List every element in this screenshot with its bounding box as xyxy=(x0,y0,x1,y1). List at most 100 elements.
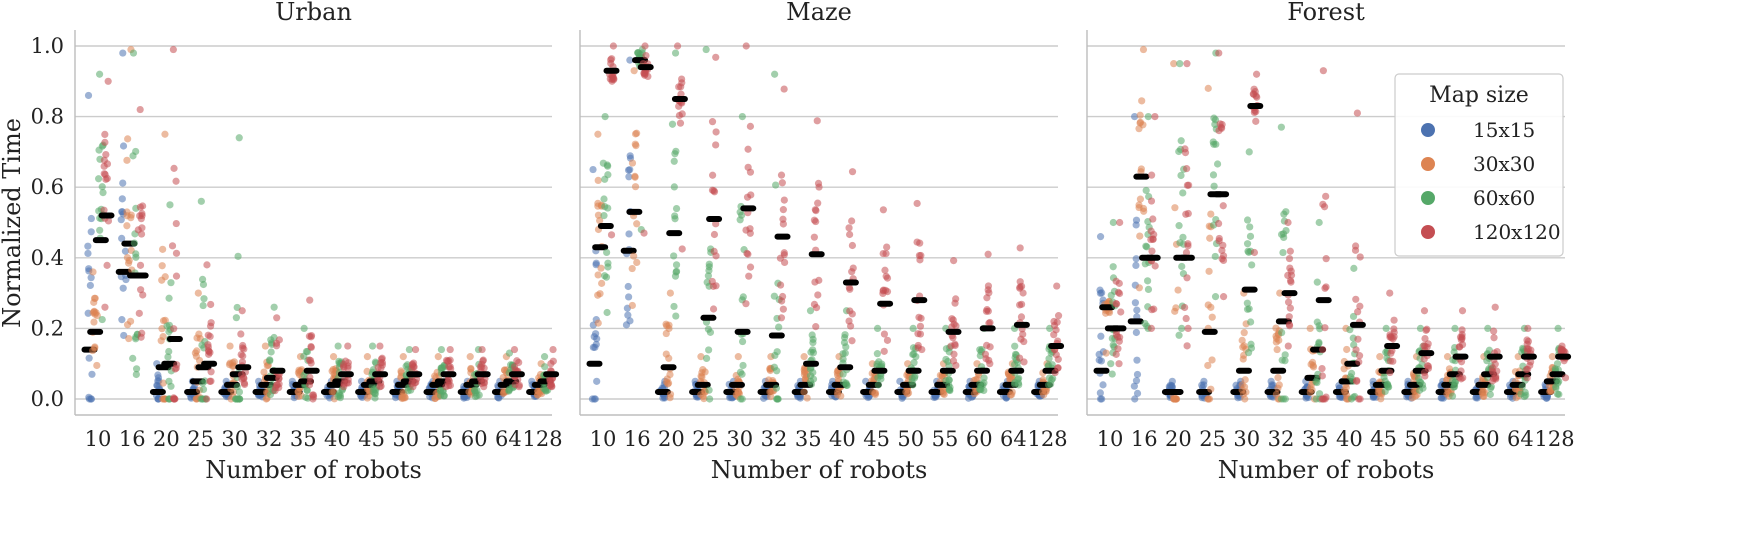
data-point xyxy=(86,281,94,290)
data-point xyxy=(945,385,953,393)
data-point xyxy=(1215,49,1223,57)
data-point xyxy=(368,342,377,350)
data-point xyxy=(833,391,842,399)
data-point xyxy=(1136,232,1144,240)
data-point xyxy=(1281,357,1289,365)
data-point xyxy=(848,168,857,176)
y-axis-label: Normalized Time xyxy=(0,118,26,328)
data-point xyxy=(1148,247,1156,255)
data-point xyxy=(1548,353,1556,361)
data-point xyxy=(666,390,675,398)
data-point xyxy=(437,345,446,354)
data-point xyxy=(705,386,713,394)
data-point xyxy=(1115,279,1123,287)
data-point xyxy=(1353,109,1361,117)
x-tick-label: 45 xyxy=(1370,427,1397,451)
data-point xyxy=(1096,389,1104,397)
data-point xyxy=(1147,227,1155,235)
data-point xyxy=(307,342,315,351)
data-point xyxy=(708,118,717,126)
data-point xyxy=(95,70,104,78)
data-point xyxy=(952,295,960,303)
data-point xyxy=(238,358,247,366)
data-point xyxy=(328,367,336,375)
data-point xyxy=(878,360,886,368)
data-point xyxy=(1523,374,1531,382)
data-point xyxy=(672,204,681,213)
data-point xyxy=(767,393,775,401)
series-120x120 xyxy=(603,42,1065,377)
data-point xyxy=(1017,335,1025,343)
data-point xyxy=(161,316,169,324)
data-point xyxy=(1181,145,1189,153)
data-point xyxy=(1306,389,1314,397)
data-point xyxy=(1322,255,1330,263)
data-point xyxy=(848,337,856,345)
data-point xyxy=(294,392,303,401)
data-point xyxy=(118,195,126,203)
data-point xyxy=(1352,346,1360,354)
data-point xyxy=(1268,381,1276,389)
data-point xyxy=(1115,289,1124,298)
data-point xyxy=(705,260,713,268)
data-point xyxy=(704,325,712,333)
data-point xyxy=(914,341,922,350)
data-point xyxy=(1133,356,1141,364)
data-point xyxy=(879,206,887,214)
data-point xyxy=(1342,384,1350,392)
data-point xyxy=(881,266,889,274)
data-point xyxy=(1276,289,1284,297)
data-point xyxy=(1284,342,1292,350)
data-point xyxy=(871,391,879,399)
data-point xyxy=(1211,293,1220,301)
x-tick-label: 40 xyxy=(324,427,351,451)
data-point xyxy=(1278,328,1286,337)
data-point xyxy=(1182,314,1190,323)
data-point xyxy=(815,276,823,284)
data-point xyxy=(985,356,993,364)
data-point xyxy=(1054,355,1062,363)
data-point xyxy=(1014,379,1023,387)
x-tick-label: 30 xyxy=(1233,427,1260,451)
data-point xyxy=(100,206,108,214)
x-tick-label: 10 xyxy=(85,427,112,451)
data-point xyxy=(765,376,773,384)
data-point xyxy=(1285,322,1294,330)
data-point xyxy=(597,264,605,272)
data-point xyxy=(159,245,167,253)
data-point xyxy=(129,49,138,57)
data-point xyxy=(1438,394,1446,402)
data-point xyxy=(1421,335,1429,343)
data-point xyxy=(1178,262,1186,271)
data-point xyxy=(1250,248,1259,257)
data-point xyxy=(171,395,179,403)
data-point xyxy=(329,353,338,361)
data-point xyxy=(839,378,848,386)
data-point xyxy=(95,175,103,183)
data-point xyxy=(1099,381,1107,389)
data-point xyxy=(1355,358,1363,366)
data-point xyxy=(1281,395,1289,403)
data-point xyxy=(1448,392,1457,400)
data-point xyxy=(596,216,604,225)
data-point xyxy=(976,385,984,393)
data-point xyxy=(670,302,678,311)
data-point xyxy=(780,85,788,93)
data-point xyxy=(1346,373,1355,381)
data-point xyxy=(1097,332,1105,340)
data-point xyxy=(744,163,752,171)
data-point xyxy=(159,333,167,341)
data-point xyxy=(119,284,127,292)
data-point xyxy=(119,142,128,150)
data-point xyxy=(593,377,601,385)
data-point xyxy=(873,324,882,332)
data-point xyxy=(1151,262,1159,270)
data-point xyxy=(1249,90,1257,98)
data-point xyxy=(914,330,922,338)
legend-label: 120x120 xyxy=(1473,220,1561,244)
data-point xyxy=(949,357,958,365)
data-point xyxy=(634,49,642,57)
data-point xyxy=(1243,216,1252,224)
data-point xyxy=(950,257,958,265)
data-point xyxy=(192,352,200,360)
